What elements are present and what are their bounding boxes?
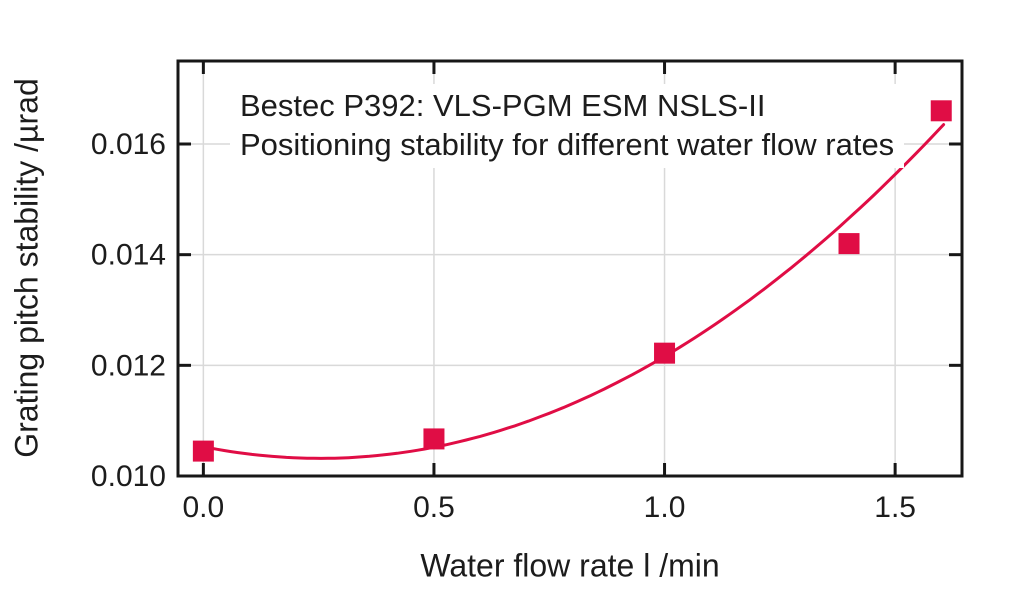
annotation-line-2: Positioning stability for different wate… [240,127,895,162]
annotation-line-1: Bestec P392: VLS-PGM ESM NSLS-II [240,88,766,123]
data-point [930,100,952,122]
fit-curve [201,123,946,460]
plot-frame [176,59,964,478]
data-point [838,233,860,255]
x-tick-label: 1.0 [644,491,686,524]
data-point [423,428,445,450]
y-tick-label: 0.012 [91,349,166,382]
plot-annotation: Bestec P392: VLS-PGM ESM NSLS-II Positio… [230,84,905,168]
x-tick-label: 1.5 [874,491,916,524]
y-tick-label: 0.010 [91,460,166,493]
x-axis-title: Water flow rate l /min [420,547,720,584]
y-tick-label: 0.016 [91,128,166,161]
data-point [654,342,676,364]
x-tick-label: 0.5 [413,491,455,524]
y-tick-label: 0.014 [91,239,166,272]
y-axis-title: Grating pitch stability /µrad [8,78,45,458]
x-tick-label: 0.0 [183,491,225,524]
data-point [192,440,214,462]
